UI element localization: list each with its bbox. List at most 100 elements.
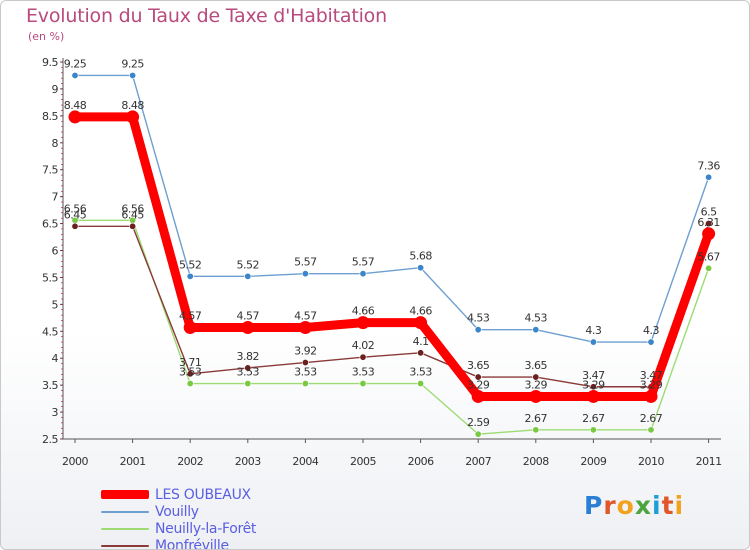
data-label: 4.1 bbox=[413, 335, 429, 348]
y-tick-label: 4 bbox=[52, 352, 59, 365]
data-label: 5.57 bbox=[294, 256, 317, 269]
data-label: 2.67 bbox=[525, 412, 548, 425]
y-tick-label: 9.5 bbox=[42, 56, 58, 69]
data-point bbox=[532, 426, 540, 434]
data-point bbox=[301, 359, 309, 367]
data-label: 3.92 bbox=[294, 345, 317, 358]
y-tick-label: 6 bbox=[52, 245, 59, 258]
y-tick-label: 7.5 bbox=[42, 164, 58, 177]
data-point bbox=[186, 380, 194, 388]
data-point bbox=[68, 110, 82, 124]
data-point bbox=[474, 373, 482, 381]
x-tick-label: 2003 bbox=[235, 455, 261, 468]
chart-subtitle: (en %) bbox=[28, 30, 65, 43]
data-label: 3.53 bbox=[409, 366, 432, 379]
data-label: 6.45 bbox=[121, 208, 144, 221]
y-tick-label: 5.5 bbox=[42, 271, 58, 284]
legend-swatch bbox=[101, 510, 149, 513]
legend-label: Vouilly bbox=[155, 503, 199, 520]
legend-swatch bbox=[101, 544, 149, 547]
data-point bbox=[417, 349, 425, 357]
data-point bbox=[589, 426, 597, 434]
data-label: 5.68 bbox=[409, 250, 432, 263]
series-line bbox=[75, 223, 710, 388]
data-label: 4.3 bbox=[585, 324, 601, 337]
data-label: 6.31 bbox=[697, 216, 720, 229]
data-point bbox=[647, 426, 655, 434]
logo-letter: r bbox=[603, 491, 617, 520]
y-tick-label: 5 bbox=[52, 298, 59, 311]
data-label: 6.45 bbox=[64, 208, 87, 221]
data-label: 3.82 bbox=[237, 350, 260, 363]
x-tick-label: 2004 bbox=[292, 455, 318, 468]
legend-label: Neuilly-la-Forêt bbox=[155, 520, 257, 537]
data-point bbox=[705, 220, 713, 228]
data-label: 3.29 bbox=[525, 378, 548, 391]
data-point bbox=[705, 264, 713, 272]
x-tick-label: 2008 bbox=[523, 455, 549, 468]
data-label: 3.47 bbox=[582, 369, 605, 382]
data-label: 7.36 bbox=[697, 159, 720, 172]
series-line bbox=[75, 112, 713, 401]
data-label: 3.29 bbox=[467, 378, 490, 391]
data-label: 4.66 bbox=[409, 305, 432, 318]
legend-item: LES OUBEAUX bbox=[101, 486, 256, 503]
data-point bbox=[586, 389, 600, 403]
data-point bbox=[532, 373, 540, 381]
data-label: 4.53 bbox=[467, 312, 490, 325]
data-point bbox=[589, 338, 597, 346]
data-point bbox=[71, 222, 79, 230]
data-point bbox=[414, 316, 428, 330]
legend-swatch bbox=[101, 527, 149, 530]
data-label: 9.25 bbox=[121, 57, 144, 70]
data-point bbox=[702, 227, 716, 241]
data-point bbox=[129, 222, 137, 230]
data-label: 6.5 bbox=[701, 206, 717, 219]
data-label: 2.67 bbox=[582, 412, 605, 425]
legend-item: Vouilly bbox=[101, 503, 256, 520]
data-point bbox=[359, 270, 367, 278]
data-point bbox=[644, 389, 658, 403]
data-point bbox=[474, 326, 482, 334]
series-line bbox=[75, 219, 710, 435]
legend-label: Monfréville bbox=[155, 537, 229, 550]
x-tick-label: 2010 bbox=[638, 455, 664, 468]
data-point bbox=[126, 110, 140, 124]
data-label: 4.66 bbox=[352, 305, 375, 318]
legend-swatch bbox=[101, 490, 149, 499]
logo-letter: t bbox=[661, 491, 675, 520]
data-label: 8.48 bbox=[121, 99, 144, 112]
data-point bbox=[417, 264, 425, 272]
logo-letter: o bbox=[616, 491, 635, 520]
data-point bbox=[359, 353, 367, 361]
data-label: 5.67 bbox=[697, 250, 720, 263]
data-label: 3.29 bbox=[582, 378, 605, 391]
data-point bbox=[529, 389, 543, 403]
x-tick-label: 2001 bbox=[120, 455, 146, 468]
logo-letter: i bbox=[674, 491, 685, 520]
data-label: 3.65 bbox=[525, 359, 548, 372]
data-label: 4.53 bbox=[525, 312, 548, 325]
x-tick-label: 2000 bbox=[62, 455, 88, 468]
y-tick-label: 3 bbox=[52, 406, 59, 419]
data-label: 4.3 bbox=[643, 324, 659, 337]
data-point bbox=[471, 389, 485, 403]
x-tick-label: 2006 bbox=[408, 455, 434, 468]
data-label: 5.52 bbox=[179, 258, 202, 271]
data-point bbox=[301, 380, 309, 388]
series-line bbox=[75, 74, 710, 343]
data-point bbox=[71, 71, 79, 79]
x-tick-label: 2009 bbox=[580, 455, 606, 468]
y-tick-label: 6.5 bbox=[42, 218, 58, 231]
data-label: 3.53 bbox=[179, 366, 202, 379]
logo-letter: P bbox=[584, 491, 604, 520]
data-label: 3.47 bbox=[640, 369, 663, 382]
data-point bbox=[183, 321, 197, 335]
data-point bbox=[474, 430, 482, 438]
logo-letter: i bbox=[652, 491, 662, 520]
y-tick-label: 7 bbox=[52, 191, 59, 204]
data-point bbox=[359, 380, 367, 388]
data-label: 5.57 bbox=[352, 256, 375, 269]
x-tick-label: 2005 bbox=[350, 455, 376, 468]
legend-item: Neuilly-la-Forêt bbox=[101, 520, 256, 537]
